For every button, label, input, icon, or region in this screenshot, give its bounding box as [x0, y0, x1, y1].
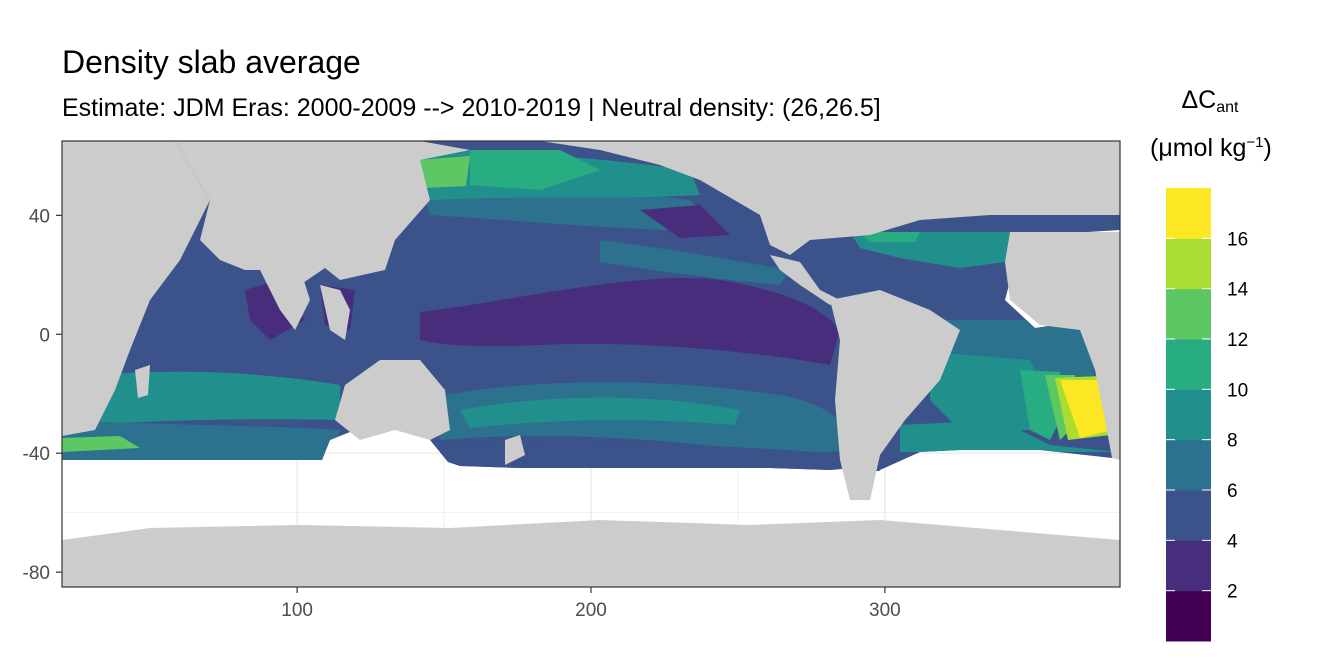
x-tick-label: 100: [281, 600, 313, 621]
legend-title-subscript: ant: [1216, 99, 1239, 116]
antarctica-land: [62, 520, 1120, 587]
legend-label: 16: [1227, 229, 1248, 250]
legend-label: 10: [1227, 380, 1248, 401]
legend-units-base: (μmol kg: [1150, 134, 1247, 162]
y-tick-label: 40: [29, 206, 50, 227]
southeast-asia-land: [320, 285, 350, 340]
eurasia-land: [175, 141, 470, 285]
legend-color-bin: [1166, 439, 1211, 491]
north-atlantic-green: [860, 232, 920, 242]
chart-subtitle: Estimate: JDM Eras: 2000-2009 --> 2010-2…: [62, 94, 881, 122]
legend-title: ΔCant: [1150, 86, 1270, 117]
central-america-land: [770, 255, 840, 305]
south-pacific-high: [460, 397, 740, 428]
north-america-land: [540, 141, 1120, 255]
color-legend: 2 4 6 8 10 12 14 16: [1166, 188, 1249, 642]
legend-label: 12: [1227, 330, 1248, 351]
india-land: [260, 268, 310, 330]
legend-units-close: ): [1263, 134, 1272, 162]
legend-label: 8: [1227, 431, 1238, 452]
legend-color-bin: [1166, 188, 1211, 239]
legend-color-bin: [1166, 339, 1211, 390]
indian-southern-belt: [62, 420, 340, 460]
legend-color-bin: [1166, 540, 1211, 592]
europe-africa-atlantic-edge: [1005, 232, 1120, 460]
madagascar-land: [135, 365, 150, 398]
y-tick-label: -80: [23, 563, 50, 584]
land-masks: [62, 141, 1120, 587]
southern-atlantic-teal: [900, 420, 1118, 452]
legend-title-symbol: ΔC: [1181, 86, 1217, 114]
legend-color-bin: [1166, 590, 1211, 642]
chart-title: Density slab average: [62, 44, 361, 80]
legend-label: 2: [1227, 582, 1238, 603]
legend-units-exponent: −1: [1246, 134, 1264, 151]
south-atlantic-teal: [930, 352, 1050, 430]
y-tick-label: -40: [23, 444, 50, 465]
legend-label: 4: [1227, 531, 1238, 552]
legend-units: (μmol kg−1): [1150, 134, 1272, 163]
x-tick-label: 200: [575, 600, 607, 621]
south-america-land: [830, 290, 960, 500]
south-indian-teal: [95, 371, 340, 425]
legend-color-bin: [1166, 389, 1211, 441]
africa-land: [62, 141, 210, 436]
equatorial-pacific-low: [420, 277, 840, 365]
okhotsk-light-green: [418, 156, 470, 188]
legend-color-bin: [1166, 288, 1211, 340]
subtropical-pacific-teal: [600, 240, 790, 285]
agulhas-green: [62, 436, 140, 452]
australia-land: [335, 360, 450, 440]
legend-label: 6: [1227, 481, 1238, 502]
southern-ocean-low-band: [440, 443, 852, 470]
legend-color-bin: [1166, 238, 1211, 290]
south-atlantic-yellow-max: [1060, 380, 1112, 438]
legend-color-bin: [1166, 490, 1211, 541]
indian-ocean-low-core: [245, 280, 305, 340]
north-pacific-low-lobe: [640, 205, 730, 238]
x-tick-label: 300: [869, 600, 901, 621]
new-zealand-land: [505, 435, 525, 465]
kamchatka-green: [470, 150, 600, 190]
legend-label: 14: [1227, 280, 1249, 301]
y-tick-label: 0: [39, 325, 50, 346]
